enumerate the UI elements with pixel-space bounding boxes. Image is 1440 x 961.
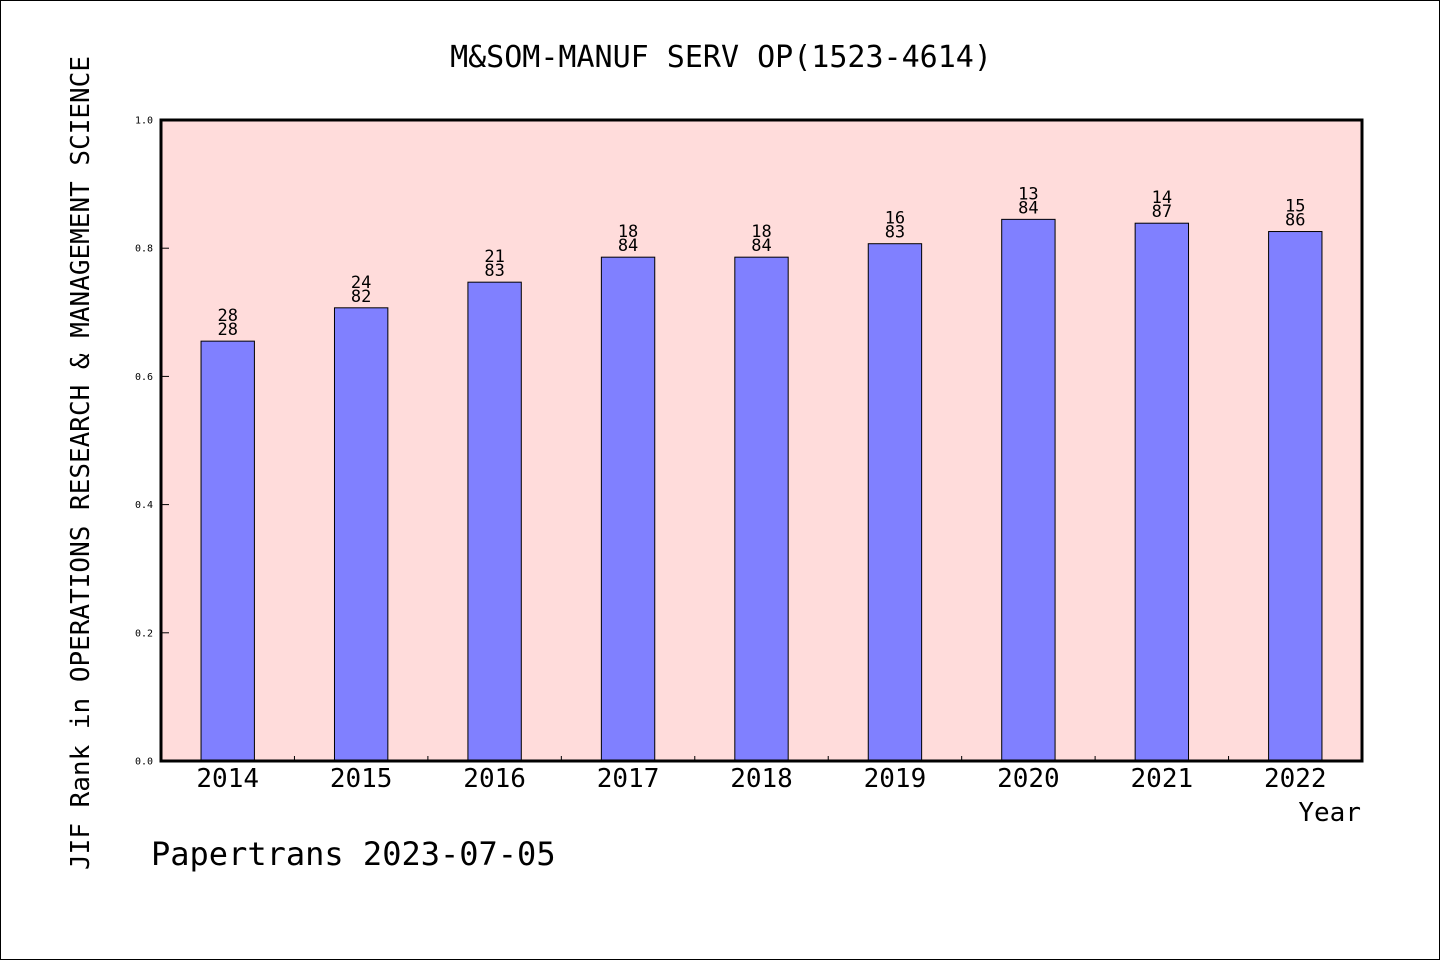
y-tick-label: 0.8 [135,244,153,255]
x-tick-label-2014: 2014 [196,764,259,794]
x-tick-label-2021: 2021 [1131,764,1194,794]
y-tick-label: 0.0 [135,757,153,768]
bar-label-bottom-2019: 83 [885,223,905,243]
x-tick-label-2019: 2019 [864,764,927,794]
plot-frame [159,118,1364,763]
y-axis-label: JIF Rank in OPERATIONS RESEARCH & MANAGE… [66,56,96,870]
x-tick-label-2022: 2022 [1264,764,1327,794]
bar-2014 [200,340,255,762]
x-tick-label-2017: 2017 [597,764,660,794]
bar-2015 [333,307,389,762]
x-tick-label-2016: 2016 [463,764,526,794]
x-tick-label-2020: 2020 [997,764,1060,794]
x-axis-label: Year [1298,798,1361,828]
bar-label-top-2022: 15 [1285,197,1305,217]
bar-label-bottom-2020: 84 [1018,198,1038,218]
bar-label-top-2020: 13 [1018,184,1038,204]
bar-label-bottom-2015: 82 [351,287,371,307]
bar-label-bottom-2021: 87 [1152,202,1172,222]
bar-label-bottom-2018: 84 [751,236,771,256]
bar-label-bottom-2022: 86 [1285,211,1305,231]
bar-label-top-2016: 21 [484,247,504,267]
bar-label-top-2015: 24 [351,273,371,293]
bar-2021 [1134,222,1190,762]
bar-label-top-2018: 18 [751,222,771,242]
x-tick-label-2015: 2015 [330,764,393,794]
bars-layer [200,218,1323,762]
bar-2020 [1001,218,1056,762]
bar-2017 [600,256,656,762]
footer-credit: Papertrans 2023-07-05 [151,835,556,873]
bar-label-top-2017: 18 [618,222,638,242]
bar-label-top-2014: 28 [217,306,237,326]
bar-2018 [734,256,789,762]
y-tick-label: 1.0 [135,116,153,127]
bar-label-bottom-2016: 83 [484,261,504,281]
bar-2016 [467,281,522,762]
bar-label-bottom-2017: 84 [618,236,638,256]
bar-label-top-2019: 16 [885,209,905,229]
x-tick-label-2018: 2018 [730,764,793,794]
bar-2019 [867,243,923,762]
y-tick-label: 0.4 [135,500,153,511]
bar-label-bottom-2014: 28 [217,320,237,340]
bar-2022 [1268,231,1323,762]
bar-label-top-2021: 14 [1152,188,1172,208]
y-tick-label: 0.6 [135,372,153,383]
y-tick-label: 0.2 [135,628,153,639]
chart-title: M&SOM-MANUF SERV OP(1523-4614) [450,40,992,75]
x-axis: 2014 2015 2016 2017 2018 2019 2020 2021 2022 [196,756,1327,794]
